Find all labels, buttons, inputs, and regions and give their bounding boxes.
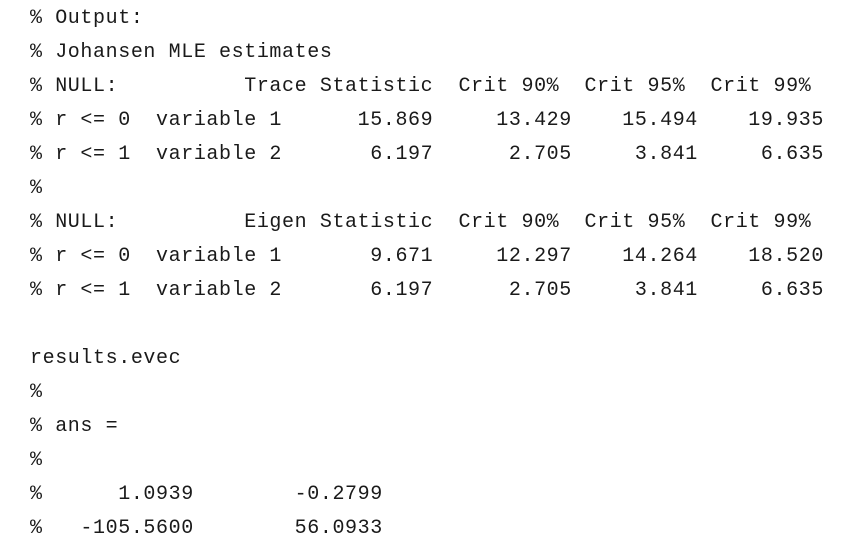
code-line-comment-1: %: [30, 381, 43, 404]
code-line-eigen-header: % NULL: Eigen Statistic Crit 90% Crit 95…: [30, 211, 812, 234]
code-line-trace-r0: % r <= 0 variable 1 15.869 13.429 15.494…: [30, 109, 824, 132]
code-line-separator: %: [30, 177, 43, 200]
code-line-evec-row-2: % -105.5600 56.0933: [30, 517, 383, 540]
code-line-evec-row-1: % 1.0939 -0.2799: [30, 483, 383, 506]
code-line-trace-r1: % r <= 1 variable 2 6.197 2.705 3.841 6.…: [30, 143, 824, 166]
code-line-blank: [30, 308, 850, 342]
code-line-trace-header: % NULL: Trace Statistic Crit 90% Crit 95…: [30, 75, 812, 98]
code-line-output-header: % Output:: [30, 7, 144, 30]
code-line-eigen-r1: % r <= 1 variable 2 6.197 2.705 3.841 6.…: [30, 279, 824, 302]
code-line-johansen-title: % Johansen MLE estimates: [30, 41, 333, 64]
code-line-comment-2: %: [30, 449, 43, 472]
code-line-results-evec: results.evec: [30, 347, 182, 370]
code-line-eigen-r0: % r <= 0 variable 1 9.671 12.297 14.264 …: [30, 245, 824, 268]
code-line-ans: % ans =: [30, 415, 119, 438]
